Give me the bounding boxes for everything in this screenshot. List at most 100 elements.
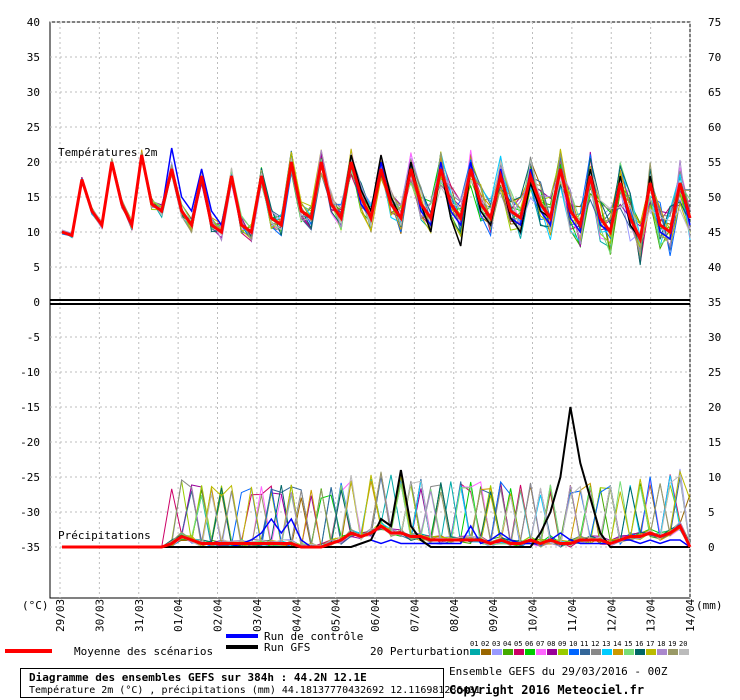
- temperature-section-label: Températures 2m: [58, 146, 158, 159]
- perturbation-id-10: 10: [569, 640, 577, 648]
- perturbation-id-08: 08: [547, 640, 555, 648]
- x-tick-label: 12/04: [605, 599, 618, 632]
- left-tick-label: 0: [33, 296, 40, 309]
- footer-subtitle: Température 2m (°C) , précipitations (mm…: [29, 685, 481, 696]
- right-tick-label: 50: [708, 191, 721, 204]
- perturbation-swatch-05: [514, 649, 524, 655]
- right-tick-label: 10: [708, 471, 721, 484]
- legend-mean-label: Moyenne des scénarios: [74, 645, 213, 658]
- perturbation-id-04: 04: [503, 640, 511, 648]
- temperature-mean-line: [61, 154, 692, 244]
- right-tick-label: 5: [708, 506, 715, 519]
- left-tick-label: -25: [20, 471, 40, 484]
- perturbation-id-17: 17: [646, 640, 654, 648]
- perturbation-id-14: 14: [613, 640, 621, 648]
- left-tick-label: 40: [27, 16, 40, 29]
- left-tick-label: 10: [27, 226, 40, 239]
- x-tick-label: 09/04: [487, 599, 500, 632]
- perturbation-swatch-19: [668, 649, 678, 655]
- perturbation-id-20: 20: [679, 640, 687, 648]
- temperature-series: [61, 147, 692, 266]
- perturbation-swatch-13: [602, 649, 612, 655]
- right-tick-label: 70: [708, 51, 721, 64]
- perturbation-swatch-03: [492, 649, 502, 655]
- right-tick-label: 0: [708, 541, 715, 554]
- x-tick-label: 13/04: [645, 599, 658, 632]
- perturbation-id-13: 13: [602, 640, 610, 648]
- perturbation-id-12: 12: [591, 640, 599, 648]
- perturbation-id-11: 11: [580, 640, 588, 648]
- x-tick-label: 04/04: [290, 599, 303, 632]
- precipitation-control-line: [62, 517, 691, 548]
- left-tick-label: -10: [20, 366, 40, 379]
- right-tick-label: 30: [708, 331, 721, 344]
- right-tick-label: 35: [708, 296, 721, 309]
- perturbation-swatch-14: [613, 649, 623, 655]
- right-tick-label: 40: [708, 261, 721, 274]
- legend-control-label: Run de contrôle: [264, 630, 363, 643]
- perturbation-id-02: 02: [481, 640, 489, 648]
- x-tick-label: 31/03: [133, 599, 146, 632]
- precipitation-mean-line: [62, 523, 692, 549]
- perturbation-swatch-20: [679, 649, 689, 655]
- perturbation-id-19: 19: [668, 640, 676, 648]
- copyright: Copyright 2016 Meteociel.fr: [449, 683, 645, 697]
- perturbation-id-09: 09: [558, 640, 566, 648]
- perturbation-id-05: 05: [514, 640, 522, 648]
- left-tick-label: 30: [27, 86, 40, 99]
- legend-perturbation-swatches: 01 02 03 04 05 06 07 08 09 10 11 12 13 14 15 16 17 18 19 20: [470, 640, 689, 655]
- x-tick-label: 03/04: [251, 599, 264, 632]
- perturbation-swatch-12: [591, 649, 601, 655]
- ensemble-info: Ensemble GEFS du 29/03/2016 - 00Z: [449, 665, 668, 678]
- perturbation-swatch-15: [624, 649, 634, 655]
- right-tick-label: 65: [708, 86, 721, 99]
- perturbation-id-15: 15: [624, 640, 632, 648]
- perturbation-id-03: 03: [492, 640, 500, 648]
- left-tick-label: -15: [20, 401, 40, 414]
- left-tick-label: 15: [27, 191, 40, 204]
- left-axis-unit: (°C): [22, 599, 49, 612]
- right-tick-label: 45: [708, 226, 721, 239]
- x-tick-label: 29/03: [54, 599, 67, 632]
- left-tick-label: -5: [27, 331, 40, 344]
- footer-title: Diagramme des ensembles GEFS sur 384h : …: [29, 671, 367, 684]
- right-tick-label: 20: [708, 401, 721, 414]
- left-tick-label: 20: [27, 156, 40, 169]
- legend-gfs-label: Run GFS: [264, 641, 310, 654]
- perturbation-swatch-09: [558, 649, 568, 655]
- left-axis-ticks: 40 35 30 25 20 15 10 5 0 -5 -10 -15 -20 -25 -30 -35: [20, 16, 40, 554]
- perturbation-id-01: 01: [470, 640, 478, 648]
- x-tick-label: 14/04: [684, 599, 697, 632]
- perturbation-id-07: 07: [536, 640, 544, 648]
- left-tick-label: 35: [27, 51, 40, 64]
- perturbation-swatch-02: [481, 649, 491, 655]
- perturbation-swatch-04: [503, 649, 513, 655]
- x-axis-labels: 29/03 30/03 31/03 01/04 02/04 03/04 04/04 05/04…: [54, 599, 697, 632]
- perturbation-swatch-07: [536, 649, 546, 655]
- left-tick-label: 5: [33, 261, 40, 274]
- precipitation-series: [62, 406, 692, 549]
- left-tick-label: 25: [27, 121, 40, 134]
- right-tick-label: 75: [708, 16, 721, 29]
- perturbation-swatch-08: [547, 649, 557, 655]
- right-tick-label: 25: [708, 366, 721, 379]
- legend: Moyenne des scénarios Run de contrôle Ru…: [5, 630, 689, 658]
- x-tick-label: 06/04: [369, 599, 382, 632]
- left-tick-label: -20: [20, 436, 40, 449]
- footer-box: Diagramme des ensembles GEFS sur 384h : …: [20, 668, 481, 698]
- left-tick-label: -30: [20, 506, 40, 519]
- perturbation-swatch-10: [569, 649, 579, 655]
- legend-perturbations-label: 20 Perturbations: [370, 645, 476, 658]
- perturbation-id-16: 16: [635, 640, 643, 648]
- x-tick-label: 08/04: [448, 599, 461, 632]
- left-tick-label: -35: [20, 541, 40, 554]
- perturbation-id-18: 18: [657, 640, 665, 648]
- precipitation-section-label: Précipitations: [58, 529, 151, 542]
- x-tick-label: 07/04: [408, 599, 421, 632]
- perturbation-id-06: 06: [525, 640, 533, 648]
- x-tick-label: 30/03: [93, 599, 106, 632]
- perturbation-swatch-01: [470, 649, 480, 655]
- perturbation-swatch-18: [657, 649, 667, 655]
